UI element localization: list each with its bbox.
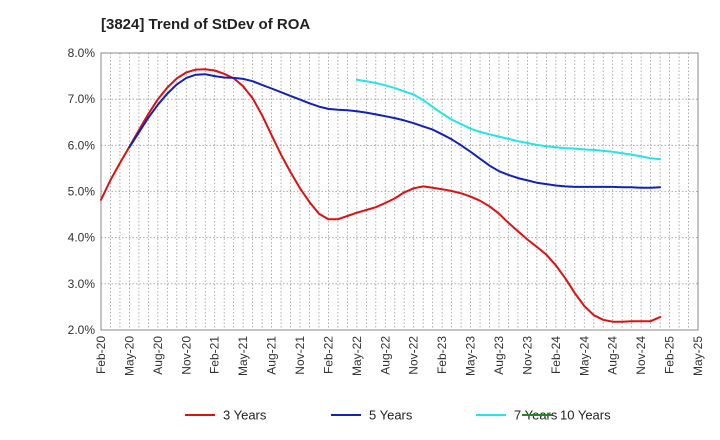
- y-axis-ticks: 2.0% 3.0% 4.0% 5.0% 6.0% 7.0% 8.0%: [68, 46, 96, 337]
- plot-frame: [100, 52, 699, 331]
- legend: 3 Years 5 Years 7 Years 10 Years: [185, 408, 611, 423]
- x-tick-label: Aug-21: [265, 336, 279, 375]
- x-tick-label: May-21: [236, 336, 250, 376]
- x-tick-label: Aug-24: [606, 336, 620, 375]
- x-tick-label: Nov-23: [520, 336, 534, 375]
- x-tick-label: Nov-20: [179, 336, 193, 375]
- x-tick-label: Feb-22: [321, 336, 335, 374]
- series-line-5-years: [128, 73, 662, 189]
- y-tick-label: 2.0%: [68, 323, 96, 337]
- y-tick-label: 4.0%: [68, 231, 96, 245]
- x-tick-label: Feb-24: [549, 336, 563, 374]
- y-tick-label: 6.0%: [68, 138, 96, 152]
- x-tick-label: Feb-25: [663, 336, 677, 374]
- x-tick-label: Nov-24: [634, 336, 648, 375]
- legend-label-10-years: 10 Years: [560, 408, 611, 423]
- grid: [101, 53, 698, 330]
- y-tick-label: 5.0%: [68, 185, 96, 199]
- x-tick-label: Aug-20: [151, 336, 165, 375]
- x-tick-label: Aug-22: [378, 336, 392, 375]
- x-axis-ticks: Feb-20 May-20 Aug-20 Nov-20 Feb-21 May-21 Aug-…: [94, 336, 705, 376]
- x-tick-label: Feb-20: [94, 336, 108, 374]
- x-tick-label: Aug-23: [492, 336, 506, 375]
- series-line-3-years: [100, 68, 662, 323]
- y-tick-label: 8.0%: [68, 46, 96, 60]
- x-tick-label: May-25: [691, 336, 705, 376]
- x-tick-label: Feb-23: [435, 336, 449, 374]
- legend-label-3-years: 3 Years: [223, 408, 267, 423]
- y-tick-label: 7.0%: [68, 92, 96, 106]
- y-tick-label: 3.0%: [68, 277, 96, 291]
- x-tick-label: Nov-22: [407, 336, 421, 375]
- series-lines: [100, 68, 662, 323]
- x-tick-label: May-23: [464, 336, 478, 376]
- x-tick-label: May-22: [350, 336, 364, 376]
- series-line-7-years: [355, 78, 662, 161]
- x-tick-label: Nov-21: [293, 336, 307, 375]
- chart-title: [3824] Trend of StDev of ROA: [101, 16, 310, 33]
- x-tick-label: May-20: [122, 336, 136, 376]
- x-tick-label: May-24: [577, 336, 591, 376]
- legend-label-5-years: 5 Years: [369, 408, 413, 423]
- x-tick-label: Feb-21: [208, 336, 222, 374]
